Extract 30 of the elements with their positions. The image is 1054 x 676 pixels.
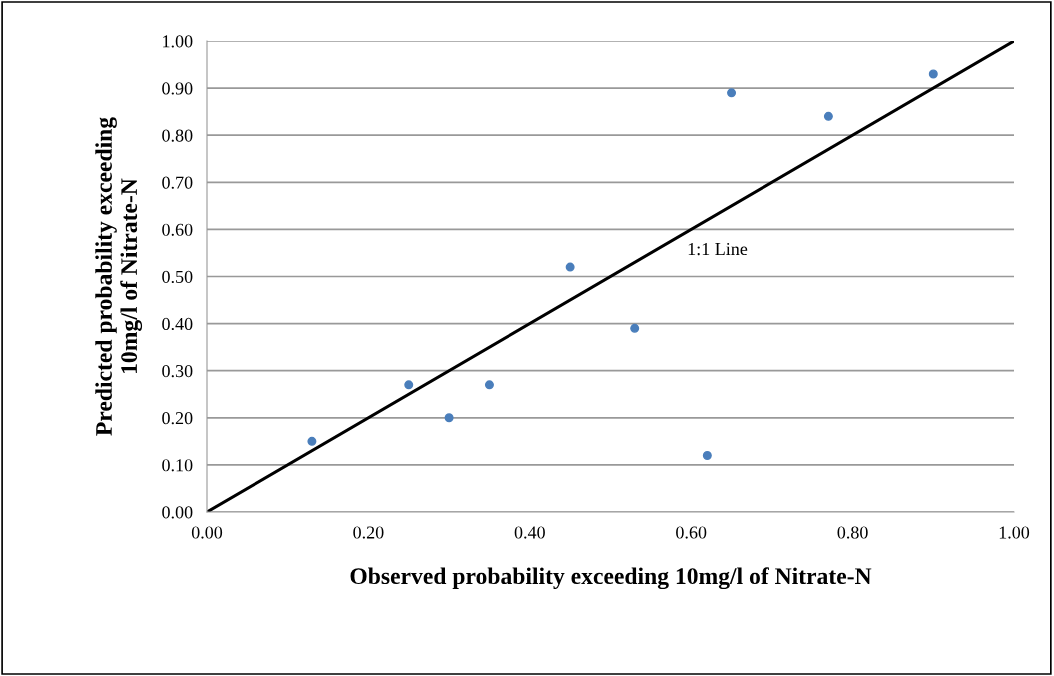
point — [823, 111, 833, 121]
point — [404, 380, 414, 390]
point — [444, 413, 454, 423]
point — [565, 262, 575, 272]
y-tick-label: 0.60 — [162, 223, 193, 236]
y-axis-title: Predicted probability exceeding 10mg/l of Nitrate-N — [95, 117, 143, 436]
x-axis-title: Observed probability exceeding 10mg/l of Nitrate-N — [350, 567, 872, 590]
x-tick-label: 1.00 — [999, 526, 1030, 539]
x-tick-label: 0.00 — [191, 526, 223, 539]
x-tick-label: 0.60 — [676, 526, 707, 539]
y-tick-label: 0.10 — [162, 459, 193, 472]
y-tick-label: 0.90 — [162, 82, 193, 95]
y-tick-label: 1.00 — [163, 35, 193, 48]
point — [928, 69, 938, 79]
y-tick-label: 0.20 — [162, 412, 193, 425]
point — [702, 450, 712, 460]
point — [630, 323, 640, 333]
point — [484, 380, 494, 390]
y-tick-label: 0.70 — [162, 176, 193, 189]
x-tick-label: 0.80 — [837, 526, 868, 539]
y-tick-label: 0.50 — [162, 270, 193, 284]
y-tick-label: 0.40 — [162, 317, 193, 331]
point — [307, 436, 317, 446]
x-tick-label: 0.40 — [514, 526, 545, 539]
y-tick-label: 0.30 — [162, 364, 193, 378]
y-tick-label: 0.80 — [162, 129, 193, 142]
annotation: 1:1 Line — [688, 242, 748, 256]
y-tick-label: 0.00 — [162, 506, 193, 519]
point — [727, 88, 737, 98]
x-tick-label: 0.20 — [353, 526, 384, 539]
